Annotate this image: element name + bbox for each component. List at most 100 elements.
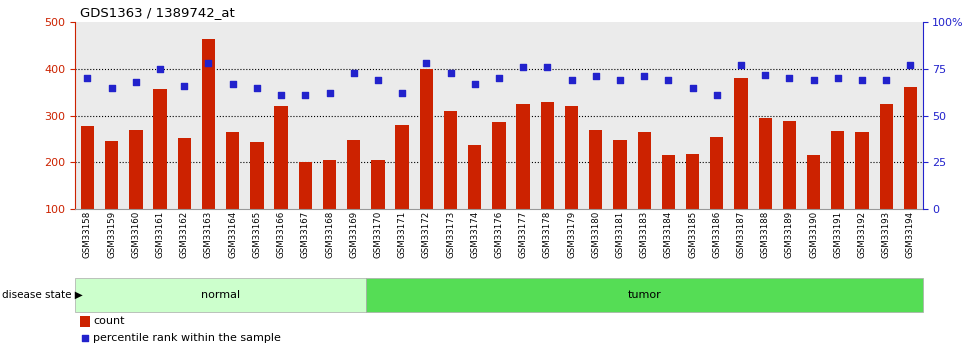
Bar [807, 155, 820, 209]
Point [128, 79, 144, 85]
Point [249, 85, 265, 90]
Point [806, 77, 821, 83]
Point [685, 85, 700, 90]
Point [637, 74, 652, 79]
Text: GSM33165: GSM33165 [252, 211, 262, 258]
Text: GSM33183: GSM33183 [639, 211, 649, 258]
Text: GSM33188: GSM33188 [760, 211, 770, 258]
Point [757, 72, 773, 77]
Text: GSM33160: GSM33160 [131, 211, 140, 258]
Bar [105, 141, 118, 209]
Point [80, 76, 96, 81]
Text: GSM33168: GSM33168 [325, 211, 334, 258]
Text: GSM33190: GSM33190 [810, 211, 818, 258]
Text: GSM33177: GSM33177 [519, 211, 527, 258]
Bar [81, 126, 94, 209]
Bar [366, 278, 923, 312]
Text: GSM33161: GSM33161 [156, 211, 164, 258]
Text: GSM33170: GSM33170 [374, 211, 383, 258]
Text: normal: normal [201, 290, 241, 300]
Point [201, 61, 216, 66]
Text: GSM33193: GSM33193 [882, 211, 891, 258]
Bar [517, 104, 529, 209]
Bar [541, 101, 554, 209]
Point [516, 65, 531, 70]
Point [564, 77, 580, 83]
Bar [443, 111, 457, 209]
Bar [782, 121, 796, 209]
Bar [250, 142, 264, 209]
Bar [493, 122, 505, 209]
Text: GSM33187: GSM33187 [736, 211, 746, 258]
Point [540, 65, 555, 70]
Text: GSM33173: GSM33173 [446, 211, 455, 258]
Bar [395, 125, 409, 209]
Point [225, 81, 241, 87]
Point [733, 62, 749, 68]
Point [612, 77, 628, 83]
Point [394, 90, 410, 96]
Point [902, 62, 918, 68]
Bar [613, 140, 627, 209]
Bar [565, 106, 579, 209]
Point [588, 74, 604, 79]
Bar [202, 39, 215, 209]
Point [467, 81, 482, 87]
Text: count: count [93, 316, 125, 326]
Text: GSM33162: GSM33162 [180, 211, 188, 258]
Point [781, 76, 797, 81]
Text: GSM33169: GSM33169 [349, 211, 358, 258]
Point [273, 92, 289, 98]
Text: disease state ▶: disease state ▶ [2, 290, 83, 300]
Bar [75, 278, 366, 312]
Bar [178, 138, 191, 209]
Text: GSM33181: GSM33181 [615, 211, 624, 258]
Text: GSM33171: GSM33171 [398, 211, 407, 258]
Bar [686, 154, 699, 209]
Point [830, 76, 845, 81]
Bar [734, 78, 748, 209]
Bar [589, 129, 603, 209]
Bar [371, 160, 384, 209]
Text: GSM33186: GSM33186 [712, 211, 722, 258]
Bar [419, 69, 433, 209]
Point [418, 61, 434, 66]
Text: GSM33163: GSM33163 [204, 211, 213, 258]
Bar [638, 132, 651, 209]
Bar [298, 162, 312, 209]
Text: GSM33176: GSM33176 [495, 211, 503, 258]
Text: percentile rank within the sample: percentile rank within the sample [93, 333, 281, 343]
Bar [710, 137, 724, 209]
Point [370, 77, 385, 83]
Text: GSM33185: GSM33185 [688, 211, 697, 258]
Text: GSM33172: GSM33172 [422, 211, 431, 258]
Point [661, 77, 676, 83]
Text: GSM33158: GSM33158 [83, 211, 92, 258]
Point [492, 76, 507, 81]
Text: GSM33180: GSM33180 [591, 211, 600, 258]
Bar [323, 160, 336, 209]
Text: GSM33166: GSM33166 [276, 211, 286, 258]
Point [104, 85, 120, 90]
Bar [662, 155, 675, 209]
Point [709, 92, 724, 98]
Point [153, 66, 168, 72]
Bar [79, 315, 90, 327]
Point [322, 90, 337, 96]
Text: tumor: tumor [627, 290, 661, 300]
Text: GSM33189: GSM33189 [785, 211, 794, 258]
Bar [831, 131, 844, 209]
Bar [758, 118, 772, 209]
Text: GSM33174: GSM33174 [470, 211, 479, 258]
Bar [469, 145, 481, 209]
Point [77, 335, 93, 341]
Text: GSM33191: GSM33191 [834, 211, 842, 258]
Bar [855, 132, 868, 209]
Text: GSM33178: GSM33178 [543, 211, 552, 258]
Text: GSM33194: GSM33194 [906, 211, 915, 258]
Text: GSM33164: GSM33164 [228, 211, 238, 258]
Text: GSM33159: GSM33159 [107, 211, 116, 258]
Text: GSM33184: GSM33184 [664, 211, 673, 258]
Bar [347, 140, 360, 209]
Bar [880, 104, 893, 209]
